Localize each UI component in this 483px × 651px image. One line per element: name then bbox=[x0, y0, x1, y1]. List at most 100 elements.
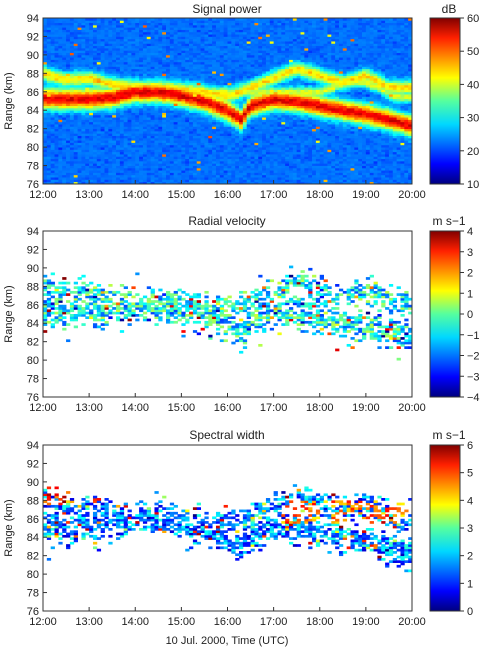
heatmap-cell bbox=[177, 103, 182, 107]
heatmap-cell bbox=[196, 126, 201, 130]
heatmap-cell bbox=[196, 84, 201, 88]
heatmap-cell bbox=[227, 41, 232, 44]
heatmap-cell bbox=[223, 117, 228, 120]
heatmap-cell bbox=[146, 57, 152, 60]
heatmap-cell bbox=[223, 137, 228, 141]
heatmap-cell bbox=[77, 36, 82, 40]
heatmap-cell bbox=[265, 124, 271, 127]
heatmap-cell bbox=[54, 133, 59, 136]
heatmap-cell bbox=[112, 140, 117, 143]
heatmap-cell bbox=[239, 61, 244, 65]
heatmap-cell bbox=[177, 167, 182, 171]
heatmap-cell bbox=[254, 77, 259, 81]
heatmap-cell bbox=[212, 31, 217, 35]
heatmap-cell bbox=[81, 91, 86, 95]
heatmap-cell bbox=[142, 54, 148, 58]
heatmap-cell bbox=[73, 22, 78, 26]
heatmap-cell bbox=[50, 80, 55, 83]
heatmap-cell bbox=[43, 110, 48, 113]
heatmap-cell bbox=[50, 38, 55, 42]
heatmap-cell bbox=[104, 52, 109, 56]
heatmap-cell bbox=[231, 71, 236, 74]
heatmap-cell bbox=[273, 45, 278, 49]
heatmap-cell bbox=[308, 124, 313, 127]
heatmap-cell bbox=[135, 64, 140, 67]
heatmap-cell bbox=[77, 80, 82, 83]
heatmap-cell bbox=[162, 96, 167, 100]
heatmap-cell bbox=[77, 128, 82, 132]
heatmap-cell bbox=[85, 57, 90, 60]
heatmap-cell bbox=[208, 64, 213, 67]
heatmap-cell bbox=[181, 151, 186, 155]
heatmap-cell bbox=[239, 147, 244, 150]
heatmap-cell bbox=[254, 119, 259, 123]
heatmap-cell bbox=[77, 105, 82, 109]
heatmap-cell bbox=[200, 156, 205, 160]
heatmap-cell bbox=[104, 54, 109, 58]
heatmap-cell bbox=[116, 174, 121, 178]
heatmap-cell bbox=[162, 41, 167, 44]
heatmap-cell bbox=[139, 174, 144, 178]
heatmap-cell bbox=[223, 142, 228, 146]
heatmap-cell bbox=[265, 177, 271, 180]
heatmap-cell bbox=[204, 174, 209, 178]
heatmap-cell bbox=[77, 151, 82, 155]
heatmap-cell bbox=[150, 117, 155, 120]
heatmap-cell bbox=[231, 112, 236, 116]
heatmap-cell bbox=[43, 91, 48, 95]
heatmap-cell bbox=[142, 128, 148, 132]
heatmap-cell bbox=[89, 94, 94, 97]
heatmap-cell bbox=[204, 41, 209, 44]
heatmap-cell bbox=[273, 170, 278, 173]
heatmap-cell bbox=[231, 151, 236, 155]
heatmap-cell bbox=[208, 68, 213, 72]
heatmap-cell bbox=[127, 165, 132, 169]
heatmap-cell bbox=[43, 114, 48, 118]
heatmap-cell bbox=[92, 61, 98, 65]
heatmap-cell bbox=[212, 98, 217, 102]
heatmap-cell bbox=[104, 38, 109, 42]
heatmap-cell bbox=[112, 66, 117, 70]
heatmap-cell bbox=[154, 170, 159, 173]
heatmap-cell bbox=[262, 110, 267, 113]
heatmap-cell bbox=[166, 117, 171, 120]
heatmap-cell bbox=[192, 47, 198, 51]
heatmap-cell bbox=[277, 82, 282, 86]
heatmap-cell bbox=[292, 105, 298, 109]
heatmap-cell bbox=[304, 170, 309, 173]
heatmap-cell bbox=[162, 124, 167, 127]
heatmap-cell bbox=[269, 22, 275, 26]
heatmap-cell bbox=[269, 66, 275, 70]
heatmap-cell bbox=[158, 94, 163, 97]
heatmap-cell bbox=[250, 117, 255, 120]
heatmap-cell bbox=[265, 82, 271, 86]
heatmap-cell bbox=[73, 43, 78, 47]
heatmap-cell bbox=[254, 34, 259, 37]
heatmap-cell bbox=[119, 147, 125, 150]
heatmap-cell bbox=[162, 154, 167, 157]
heatmap-cell bbox=[219, 105, 225, 109]
heatmap-cell bbox=[277, 101, 282, 104]
heatmap-cell bbox=[162, 31, 167, 35]
heatmap-cell bbox=[192, 36, 198, 40]
heatmap-cell bbox=[289, 41, 294, 44]
heatmap-cell bbox=[73, 45, 78, 49]
heatmap-cell bbox=[285, 181, 290, 184]
heatmap-cell bbox=[166, 61, 171, 65]
heatmap-cell bbox=[296, 160, 301, 164]
heatmap-cell bbox=[85, 96, 90, 100]
heatmap-cell bbox=[204, 114, 209, 118]
heatmap-cell bbox=[85, 181, 90, 184]
heatmap-cell bbox=[304, 149, 309, 153]
heatmap-cell bbox=[100, 18, 105, 21]
heatmap-cell bbox=[62, 177, 67, 180]
heatmap-cell bbox=[289, 112, 294, 116]
heatmap-cell bbox=[127, 179, 132, 183]
heatmap-cell bbox=[62, 77, 67, 81]
heatmap-cell bbox=[116, 31, 121, 35]
heatmap-cell bbox=[269, 52, 275, 56]
heatmap-cell bbox=[289, 98, 294, 102]
heatmap-cell bbox=[69, 43, 75, 47]
heatmap-cell bbox=[273, 151, 278, 155]
heatmap-cell bbox=[212, 68, 217, 72]
